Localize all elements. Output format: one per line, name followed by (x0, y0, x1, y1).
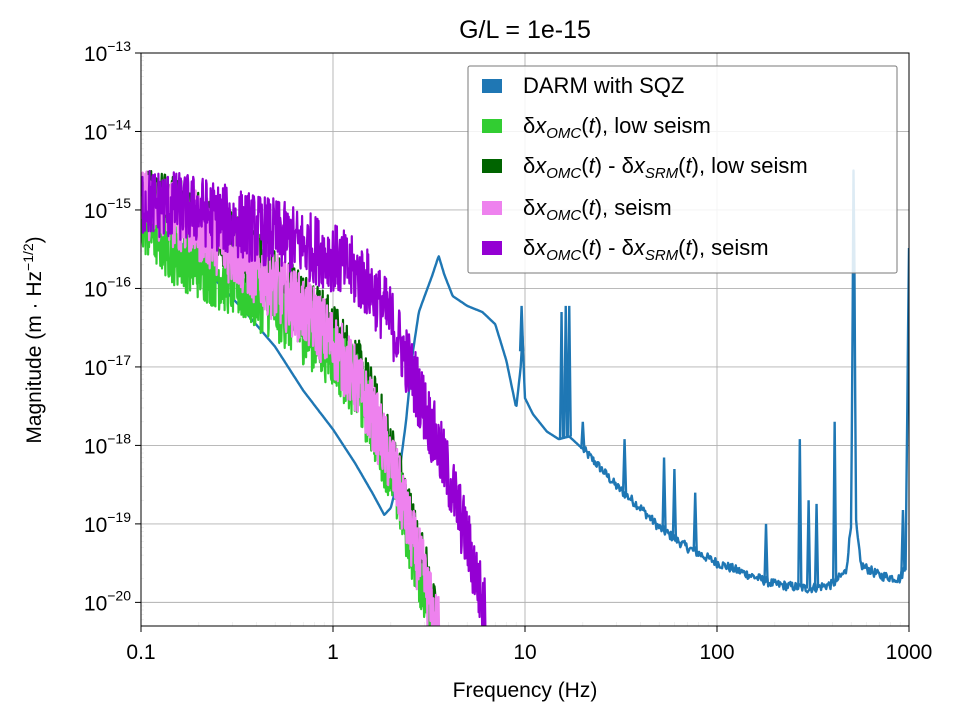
series-line-0 (141, 169, 909, 594)
y-tick-label: 10−13 (84, 38, 131, 66)
darm-peak (563, 305, 569, 438)
x-tick-label: 10 (513, 641, 536, 664)
series-layer (141, 169, 909, 626)
y-tick-label: 10−16 (84, 273, 131, 301)
x-tick-label: 1000 (886, 641, 933, 664)
darm-peak (558, 312, 565, 439)
y-axis-label-tail: ) (23, 236, 46, 243)
darm-peak (813, 503, 820, 588)
darm-peak (797, 439, 803, 588)
darm-peak (671, 469, 678, 539)
legend: DARM with SQZ δxOMC(t), low seism δxOMC(t)… (467, 65, 898, 274)
y-tick-label: 10−17 (84, 352, 131, 380)
chart-title: G/L = 1e-15 (459, 16, 591, 44)
x-tick-label: 1 (327, 641, 339, 664)
y-tick-label: 10−20 (84, 587, 131, 615)
darm-peak (518, 305, 525, 352)
y-tick-label: 10−19 (84, 509, 131, 537)
darm-peak (831, 421, 838, 583)
x-tick-label: 100 (699, 641, 734, 664)
legend-swatch (482, 159, 502, 173)
darm-peak (900, 510, 906, 572)
legend-frame (467, 65, 898, 274)
y-tick-label: 10−15 (84, 195, 131, 223)
legend-swatch (482, 79, 502, 93)
legend-label: δxOMC(t) - δxSRM(t), low seism (523, 153, 808, 182)
y-tick-label: 10−18 (84, 430, 131, 458)
y-axis-label: Magnitude (m · Hz−1/2) (20, 236, 46, 443)
y-axis: 10−13 10−14 10−15 10−16 10−17 10−18 10−19 10−20 (84, 38, 141, 615)
legend-label: DARM with SQZ (523, 73, 684, 98)
darm-peak (580, 421, 586, 450)
x-axis-label: Frequency (Hz) (453, 679, 598, 702)
legend-swatch (482, 241, 502, 255)
series-line-3 (141, 170, 441, 626)
series-line-1 (141, 190, 435, 626)
y-axis-label-exponent: −1/2 (20, 243, 36, 271)
legend-swatch (482, 201, 502, 215)
darm-peak (621, 439, 628, 494)
y-axis-label-main: Magnitude (m · Hz (23, 271, 46, 444)
x-tick-label: 0.1 (126, 641, 155, 664)
darm-peak (805, 500, 812, 589)
series-line-4 (141, 170, 487, 626)
legend-label: δxOMC(t), seism (523, 195, 672, 224)
darm-peak (566, 305, 572, 437)
darm-peak (692, 492, 698, 552)
y-tick-label: 10−14 (84, 116, 131, 144)
darm-peak (763, 523, 769, 582)
legend-label: δxOMC(t), low seism (523, 113, 711, 142)
legend-swatch (482, 119, 502, 133)
legend-label: δxOMC(t) - δxSRM(t), seism (523, 235, 769, 264)
darm-peak (661, 457, 667, 531)
x-axis: 0.1 1 10 100 1000 (126, 626, 932, 664)
